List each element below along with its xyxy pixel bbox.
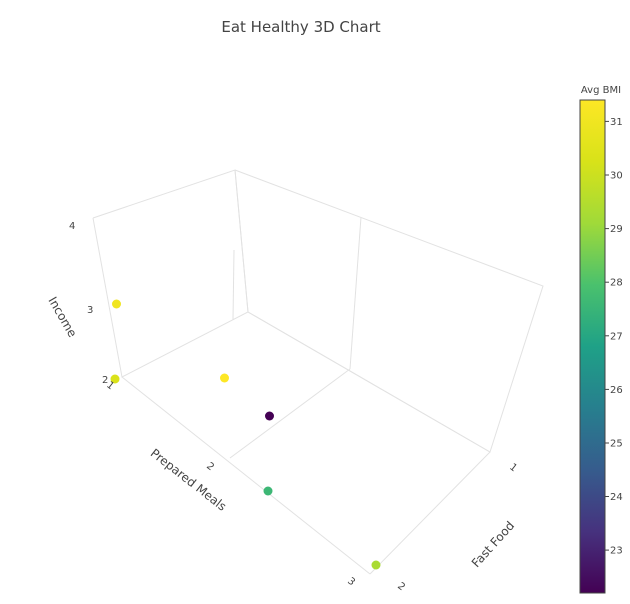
colorbar-ticks: 23 24 25 26 27 28 29 30 31 (605, 117, 623, 557)
colorbar-tick-label: 24 (610, 492, 623, 503)
z-tick-label: 3 (87, 305, 93, 316)
grid-floor-diag (247, 311, 491, 453)
x-axis-ticks: 1 2 (395, 462, 519, 594)
z-axis-title: Income (45, 294, 79, 339)
colorbar: Avg BMI 23 24 25 26 27 28 29 30 31 (579, 85, 623, 594)
scatter-point[interactable] (112, 299, 121, 309)
x-tick-label: 1 (507, 462, 519, 475)
colorbar-tick-label: 27 (610, 331, 623, 342)
scene-3d[interactable] (92, 169, 544, 575)
x-axis-title: Fast Food (469, 519, 517, 571)
scatter-point[interactable] (371, 560, 381, 570)
grid-floor-mid (229, 368, 351, 459)
colorbar-tick-label: 31 (610, 117, 623, 128)
scatter-point[interactable] (110, 374, 120, 384)
y-axis-ticks: 1 2 3 (104, 380, 357, 589)
y-axis-title: Prepared Meals (148, 446, 229, 514)
colorbar-tick-label: 25 (610, 439, 623, 450)
colorbar-tick-label: 30 (610, 171, 623, 182)
y-tick-label: 2 (204, 461, 216, 474)
scatter-points (110, 299, 381, 570)
grid-left-outline (92, 169, 249, 378)
scatter-point[interactable] (263, 486, 273, 496)
colorbar-tick-label: 28 (610, 278, 623, 289)
z-tick-label: 4 (69, 221, 75, 232)
scatter-point[interactable] (265, 411, 274, 421)
grid-back-outline (234, 169, 544, 453)
scatter-point[interactable] (220, 373, 229, 383)
colorbar-gradient (579, 99, 606, 594)
z-axis-ticks: 4 3 2 (69, 221, 108, 386)
chart-title: Eat Healthy 3D Chart (221, 18, 380, 36)
grid-lines (92, 169, 544, 575)
y-tick-label: 1 (104, 380, 116, 393)
grid-left-mid-v (232, 249, 235, 321)
colorbar-tick-label: 29 (610, 224, 623, 235)
grid-floor-front-right (369, 451, 491, 575)
z-tick-label: 2 (102, 375, 108, 386)
colorbar-tick-label: 23 (610, 546, 623, 557)
y-tick-label: 3 (345, 576, 357, 589)
x-tick-label: 2 (395, 581, 407, 594)
colorbar-tick-label: 26 (610, 385, 623, 396)
colorbar-title: Avg BMI (581, 85, 621, 96)
grid-floor-front-left (121, 376, 371, 575)
grid-back-mid-v (349, 216, 362, 370)
